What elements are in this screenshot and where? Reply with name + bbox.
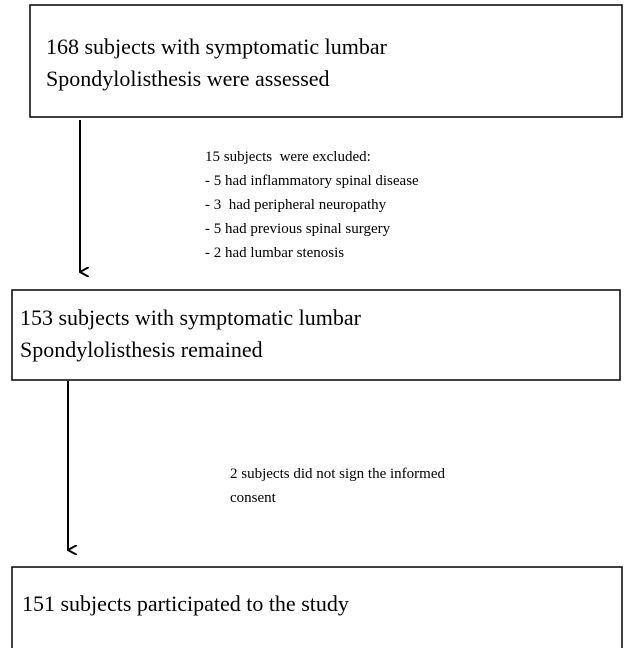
- note-text: - 5 had inflammatory spinal disease: [205, 173, 419, 189]
- note-text: - 5 had previous spinal surgery: [205, 221, 391, 237]
- box: [11, 566, 623, 648]
- box: [11, 289, 621, 381]
- note-text: - 2 had lumbar stenosis: [205, 245, 344, 261]
- note-text: 15 subjects were excluded:: [205, 149, 371, 165]
- node-text: 153 subjects with symptomatic lumbar: [20, 305, 362, 330]
- node-text: 168 subjects with symptomatic lumbar: [46, 34, 388, 59]
- box: [29, 4, 623, 118]
- node-text: Spondylolisthesis remained: [20, 337, 263, 362]
- node-text: Spondylolisthesis were assessed: [46, 66, 330, 91]
- note-text: 2 subjects did not sign the informed: [230, 466, 445, 482]
- note-text: - 3 had peripheral neuropathy: [205, 197, 387, 213]
- note-text: consent: [230, 490, 277, 506]
- node-text: 151 subjects participated to the study: [22, 591, 349, 616]
